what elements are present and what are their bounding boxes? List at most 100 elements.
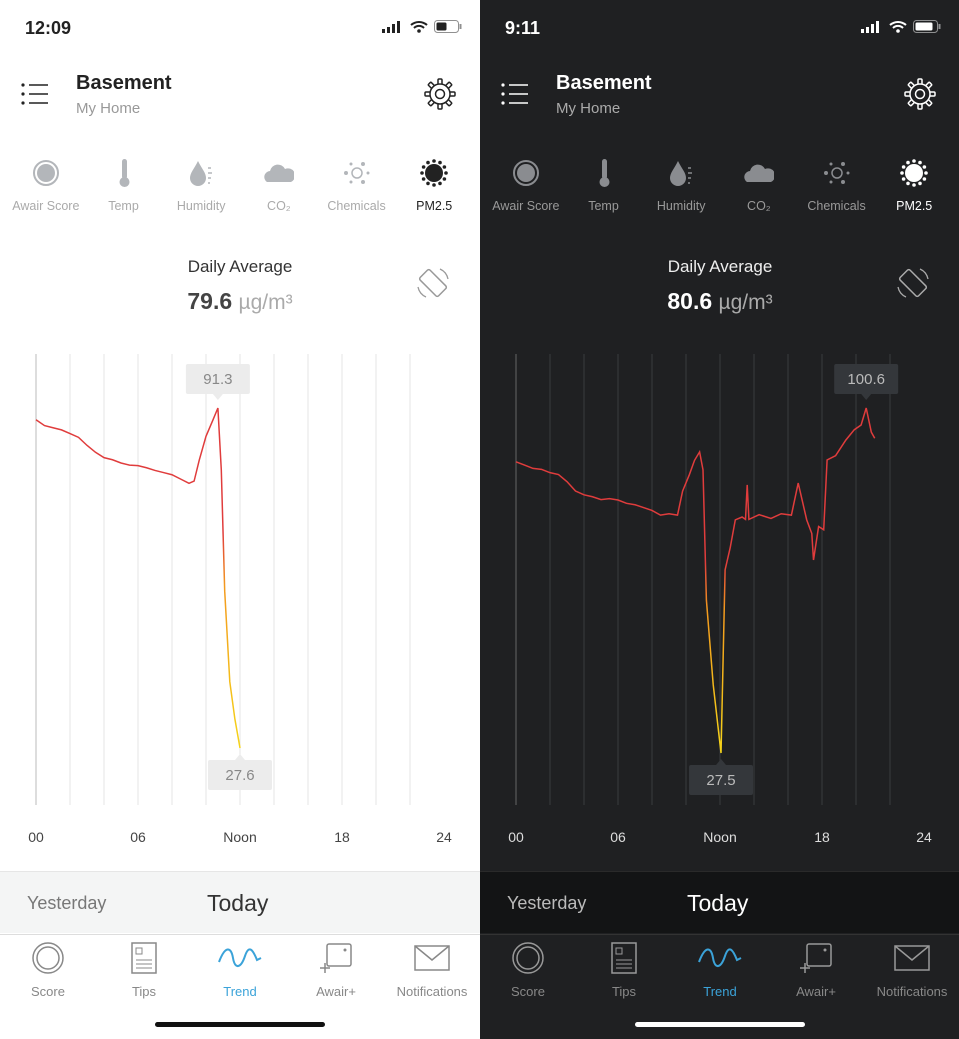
tab-notifications[interactable]: Notifications bbox=[384, 935, 480, 999]
x-tick-label: 00 bbox=[28, 829, 44, 845]
sensor-tab-humidity[interactable]: Humidity bbox=[642, 155, 720, 221]
sensor-label: Temp bbox=[588, 199, 619, 213]
average-number: 80.6 bbox=[667, 288, 713, 314]
daily-average-value: 80.6 µg/m³ bbox=[480, 288, 959, 315]
daily-average-label: Daily Average bbox=[667, 257, 773, 276]
today-button[interactable]: Today bbox=[207, 890, 269, 916]
awair-score-icon bbox=[7, 155, 85, 191]
tab-label: Notifications bbox=[396, 984, 468, 999]
score-ring-icon bbox=[480, 941, 576, 975]
pm25-trend-chart: 100.6 27.5 bbox=[515, 354, 899, 805]
home-subtitle: My Home bbox=[556, 100, 621, 117]
max-value-callout: 91.3 bbox=[185, 364, 250, 400]
home-indicator bbox=[635, 1022, 805, 1027]
tab-trend[interactable]: Trend bbox=[672, 935, 768, 999]
sensor-label: Chemicals bbox=[807, 199, 866, 213]
tab-label: Notifications bbox=[876, 984, 948, 999]
x-tick-label: 24 bbox=[916, 829, 932, 845]
pm25-series-line bbox=[35, 407, 241, 749]
trend-wave-icon bbox=[672, 941, 768, 975]
average-unit: µg/m³ bbox=[238, 291, 293, 314]
x-tick-label: 00 bbox=[508, 829, 524, 845]
tips-document-icon bbox=[96, 941, 192, 975]
min-value-callout: 27.5 bbox=[689, 759, 754, 795]
tab-label: Score bbox=[511, 984, 545, 999]
sensor-label: PM2.5 bbox=[416, 199, 453, 213]
sensor-tab-humidity[interactable]: Humidity bbox=[162, 155, 240, 221]
yesterday-button[interactable]: Yesterday bbox=[507, 893, 587, 913]
sensor-tab-thermometer[interactable]: Temp bbox=[565, 155, 643, 221]
tab-label: Trend bbox=[703, 984, 737, 999]
x-tick-label: Noon bbox=[223, 829, 257, 845]
battery-icon bbox=[434, 20, 462, 38]
sensor-label: CO₂ bbox=[267, 199, 291, 213]
status-icons bbox=[861, 20, 941, 38]
min-value-label: 27.5 bbox=[706, 772, 735, 789]
settings-gear-icon[interactable] bbox=[424, 78, 456, 115]
yesterday-button[interactable]: Yesterday bbox=[27, 893, 107, 913]
day-selector: Yesterday Today bbox=[0, 871, 480, 933]
humidity-icon bbox=[642, 155, 720, 191]
bottom-tab-bar: Score Tips Trend Awair+ Notifications bbox=[0, 934, 480, 999]
tab-score[interactable]: Score bbox=[0, 935, 96, 999]
tab-score[interactable]: Score bbox=[480, 935, 576, 999]
min-value-label: 27.6 bbox=[225, 767, 254, 784]
signal-icon bbox=[382, 20, 404, 38]
day-selector: Yesterday Today bbox=[480, 871, 959, 933]
sensor-tab-chemicals[interactable]: Chemicals bbox=[318, 155, 396, 221]
tab-trend[interactable]: Trend bbox=[192, 935, 288, 999]
humidity-icon bbox=[162, 155, 240, 191]
x-axis-labels: 00 06 Noon 18 24 bbox=[480, 829, 959, 849]
sensor-tab-pm25[interactable]: PM2.5 bbox=[875, 155, 953, 221]
battery-icon bbox=[913, 20, 941, 38]
sensor-tab-awair-score[interactable]: Awair Score bbox=[487, 155, 565, 221]
menu-list-icon[interactable] bbox=[501, 83, 529, 110]
tab-label: Trend bbox=[223, 984, 257, 999]
tab-tips[interactable]: Tips bbox=[576, 935, 672, 999]
chemicals-icon bbox=[318, 155, 396, 191]
sensor-tab-co2-cloud[interactable]: CO₂ bbox=[240, 155, 318, 221]
max-value-callout: 100.6 bbox=[834, 364, 899, 400]
wifi-icon bbox=[410, 20, 428, 38]
sensor-tab-co2-cloud[interactable]: CO₂ bbox=[720, 155, 798, 221]
sensor-label: Temp bbox=[108, 199, 139, 213]
thermometer-icon bbox=[85, 155, 163, 191]
sensor-label: CO₂ bbox=[747, 199, 771, 213]
menu-list-icon[interactable] bbox=[21, 83, 49, 110]
x-tick-label: 24 bbox=[436, 829, 452, 845]
today-button[interactable]: Today bbox=[687, 890, 749, 916]
sensor-label: Awair Score bbox=[12, 199, 80, 213]
x-axis-labels: 00 06 Noon 18 24 bbox=[0, 829, 480, 849]
tab-label: Awair+ bbox=[796, 984, 836, 999]
sensor-selector: Awair Score Temp Humidity CO₂ Chemicals PM2.5 bbox=[7, 155, 473, 221]
trend-wave-icon bbox=[192, 941, 288, 975]
status-icons bbox=[382, 20, 462, 38]
x-tick-label: 06 bbox=[130, 829, 146, 845]
tab-awair-plus[interactable]: Awair+ bbox=[768, 935, 864, 999]
sensor-tab-thermometer[interactable]: Temp bbox=[85, 155, 163, 221]
dark-mode-screen: 9:11 Basement My Home Awair Score Temp Humidi… bbox=[480, 0, 959, 1039]
tab-notifications[interactable]: Notifications bbox=[864, 935, 959, 999]
daily-average-value: 79.6 µg/m³ bbox=[0, 288, 480, 315]
awair-plus-icon bbox=[288, 941, 384, 975]
tab-label: Score bbox=[31, 984, 65, 999]
tab-awair-plus[interactable]: Awair+ bbox=[288, 935, 384, 999]
x-tick-label: Noon bbox=[703, 829, 737, 845]
rotate-screen-icon[interactable] bbox=[896, 266, 930, 305]
settings-gear-icon[interactable] bbox=[904, 78, 936, 115]
sensor-tab-pm25[interactable]: PM2.5 bbox=[395, 155, 473, 221]
sensor-label: Humidity bbox=[176, 199, 226, 213]
score-ring-icon bbox=[0, 941, 96, 975]
wifi-icon bbox=[889, 20, 907, 38]
chemicals-icon bbox=[798, 155, 876, 191]
sensor-tab-chemicals[interactable]: Chemicals bbox=[798, 155, 876, 221]
status-time: 12:09 bbox=[25, 18, 72, 38]
envelope-icon bbox=[384, 941, 480, 975]
sensor-tab-awair-score[interactable]: Awair Score bbox=[7, 155, 85, 221]
tab-tips[interactable]: Tips bbox=[96, 935, 192, 999]
tab-label: Tips bbox=[611, 984, 637, 999]
signal-icon bbox=[861, 20, 883, 38]
rotate-screen-icon[interactable] bbox=[416, 266, 450, 305]
co2-cloud-icon bbox=[720, 155, 798, 191]
x-tick-label: 18 bbox=[814, 829, 830, 845]
